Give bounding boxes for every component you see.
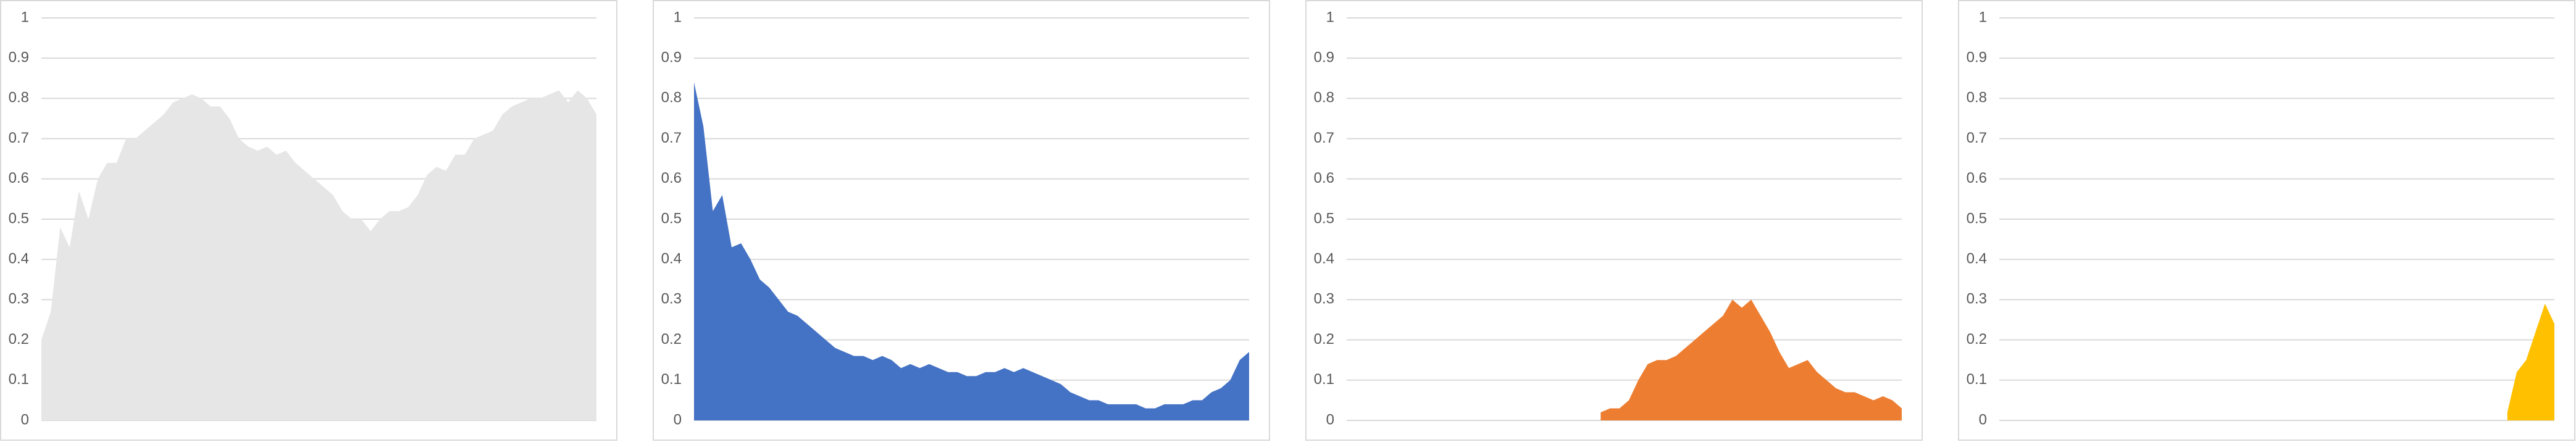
y-tick-label: 0.3 [1314, 291, 1334, 307]
area [694, 82, 1249, 420]
y-tick-label: 0 [21, 411, 29, 428]
y-tick-label: 0.2 [1314, 331, 1334, 348]
y-tick-label: 0.6 [9, 170, 29, 186]
y-tick-label: 0.7 [661, 130, 682, 146]
y-tick-label: 0.8 [1967, 90, 1987, 106]
y-tick-label: 0.9 [1314, 49, 1334, 66]
y-tick-label: 0 [674, 411, 682, 428]
y-tick-label: 0.1 [1967, 371, 1987, 388]
y-tick-label: 0.5 [661, 210, 682, 227]
y-tick-label: 0.7 [9, 130, 29, 146]
y-tick-label: 1 [1979, 9, 1987, 25]
y-tick-label: 0.8 [661, 90, 682, 106]
panel-border [653, 0, 1270, 441]
y-tick-label: 0.2 [661, 331, 682, 348]
y-tick-label: 0.4 [661, 251, 682, 267]
y-tick-label: 0.5 [1967, 210, 1987, 227]
area [2507, 303, 2554, 420]
panel-border [1305, 0, 1923, 441]
y-tick-label: 0 [1979, 411, 1987, 428]
y-tick-label: 0.9 [661, 49, 682, 66]
y-tick-label: 0.5 [1314, 210, 1334, 227]
y-tick-label: 0.7 [1967, 130, 1987, 146]
y-tick-label: 0 [1326, 411, 1334, 428]
y-tick-label: 0.4 [1967, 251, 1987, 267]
y-tick-label: 0.9 [1967, 49, 1987, 66]
y-tick-label: 0.7 [1314, 130, 1334, 146]
y-tick-label: 0.3 [1967, 291, 1987, 307]
y-tick-label: 0.1 [9, 371, 29, 388]
area [1600, 299, 1902, 420]
y-tick-label: 1 [674, 9, 682, 25]
y-tick-label: 0.4 [1314, 251, 1334, 267]
y-tick-label: 0.8 [1314, 90, 1334, 106]
y-tick-label: 0.3 [9, 291, 29, 307]
y-tick-label: 0.1 [661, 371, 682, 388]
y-tick-label: 0.2 [9, 331, 29, 348]
y-tick-label: 0.4 [9, 251, 29, 267]
panel-border [1958, 0, 2575, 441]
y-tick-label: 0.1 [1314, 371, 1334, 388]
y-tick-label: 0.5 [9, 210, 29, 227]
y-tick-label: 0.6 [661, 170, 682, 186]
area [41, 90, 596, 421]
y-tick-label: 0.6 [1967, 170, 1987, 186]
y-tick-label: 1 [21, 9, 29, 25]
panel-border [0, 0, 617, 441]
y-tick-label: 0.9 [9, 49, 29, 66]
y-tick-label: 0.3 [661, 291, 682, 307]
y-tick-label: 1 [1326, 9, 1334, 25]
y-tick-label: 0.8 [9, 90, 29, 106]
y-tick-label: 0.6 [1314, 170, 1334, 186]
y-tick-label: 0.2 [1967, 331, 1987, 348]
